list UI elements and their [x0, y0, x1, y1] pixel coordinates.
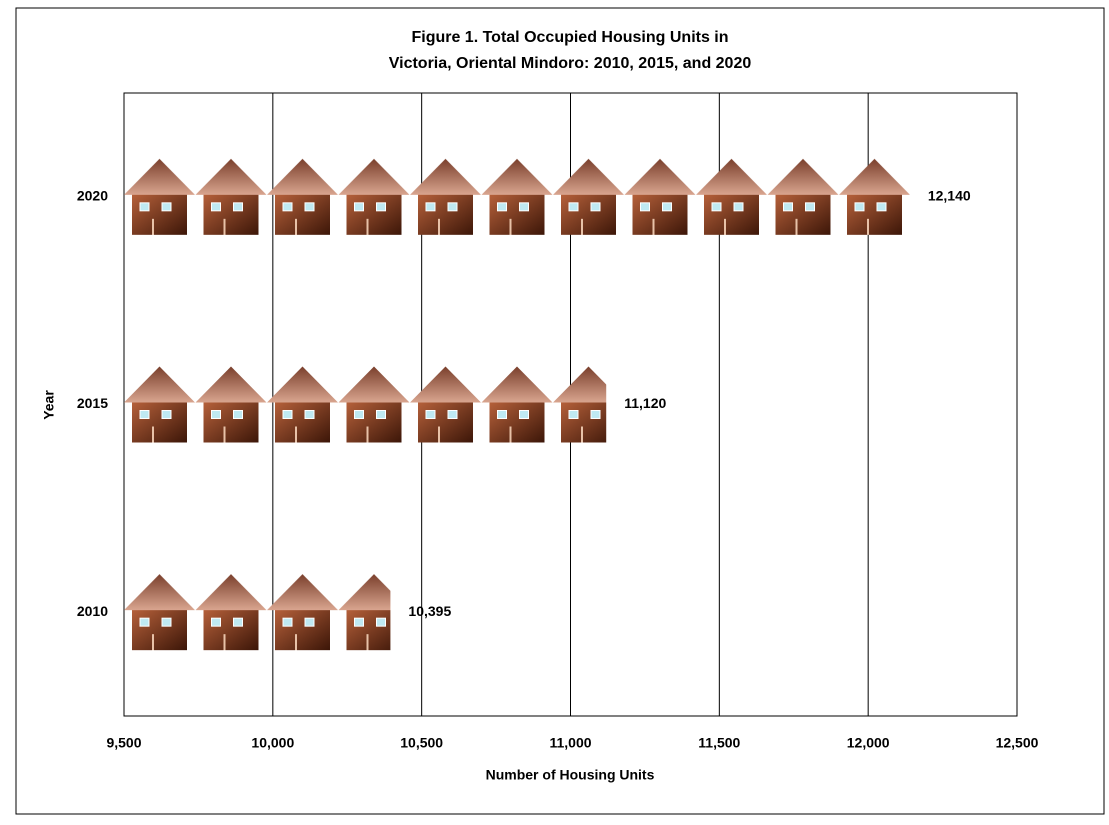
bar: [124, 572, 391, 653]
bar: [124, 364, 607, 445]
x-tick-label: 12,500: [996, 735, 1039, 751]
data-label: 11,120: [624, 395, 666, 411]
y-tick-label: 2020: [77, 188, 108, 204]
bar: [124, 156, 910, 237]
data-label: 10,395: [408, 603, 451, 619]
x-tick-label: 9,500: [106, 735, 141, 751]
y-axis-title: Year: [41, 390, 57, 420]
x-tick-label: 10,000: [251, 735, 294, 751]
y-tick-label: 2015: [77, 395, 108, 411]
x-tick-label: 10,500: [400, 735, 443, 751]
x-tick-label: 11,500: [698, 735, 740, 751]
x-tick-label: 11,000: [549, 735, 591, 751]
frame: [15, 7, 1105, 815]
chart-title: Figure 1. Total Occupied Housing Units i…: [411, 29, 728, 46]
data-label: 12,140: [928, 188, 971, 204]
chart-title: Victoria, Oriental Mindoro: 2010, 2015, …: [389, 55, 752, 72]
y-tick-label: 2010: [77, 603, 108, 619]
x-tick-label: 12,000: [847, 735, 890, 751]
x-axis-title: Number of Housing Units: [486, 767, 655, 783]
